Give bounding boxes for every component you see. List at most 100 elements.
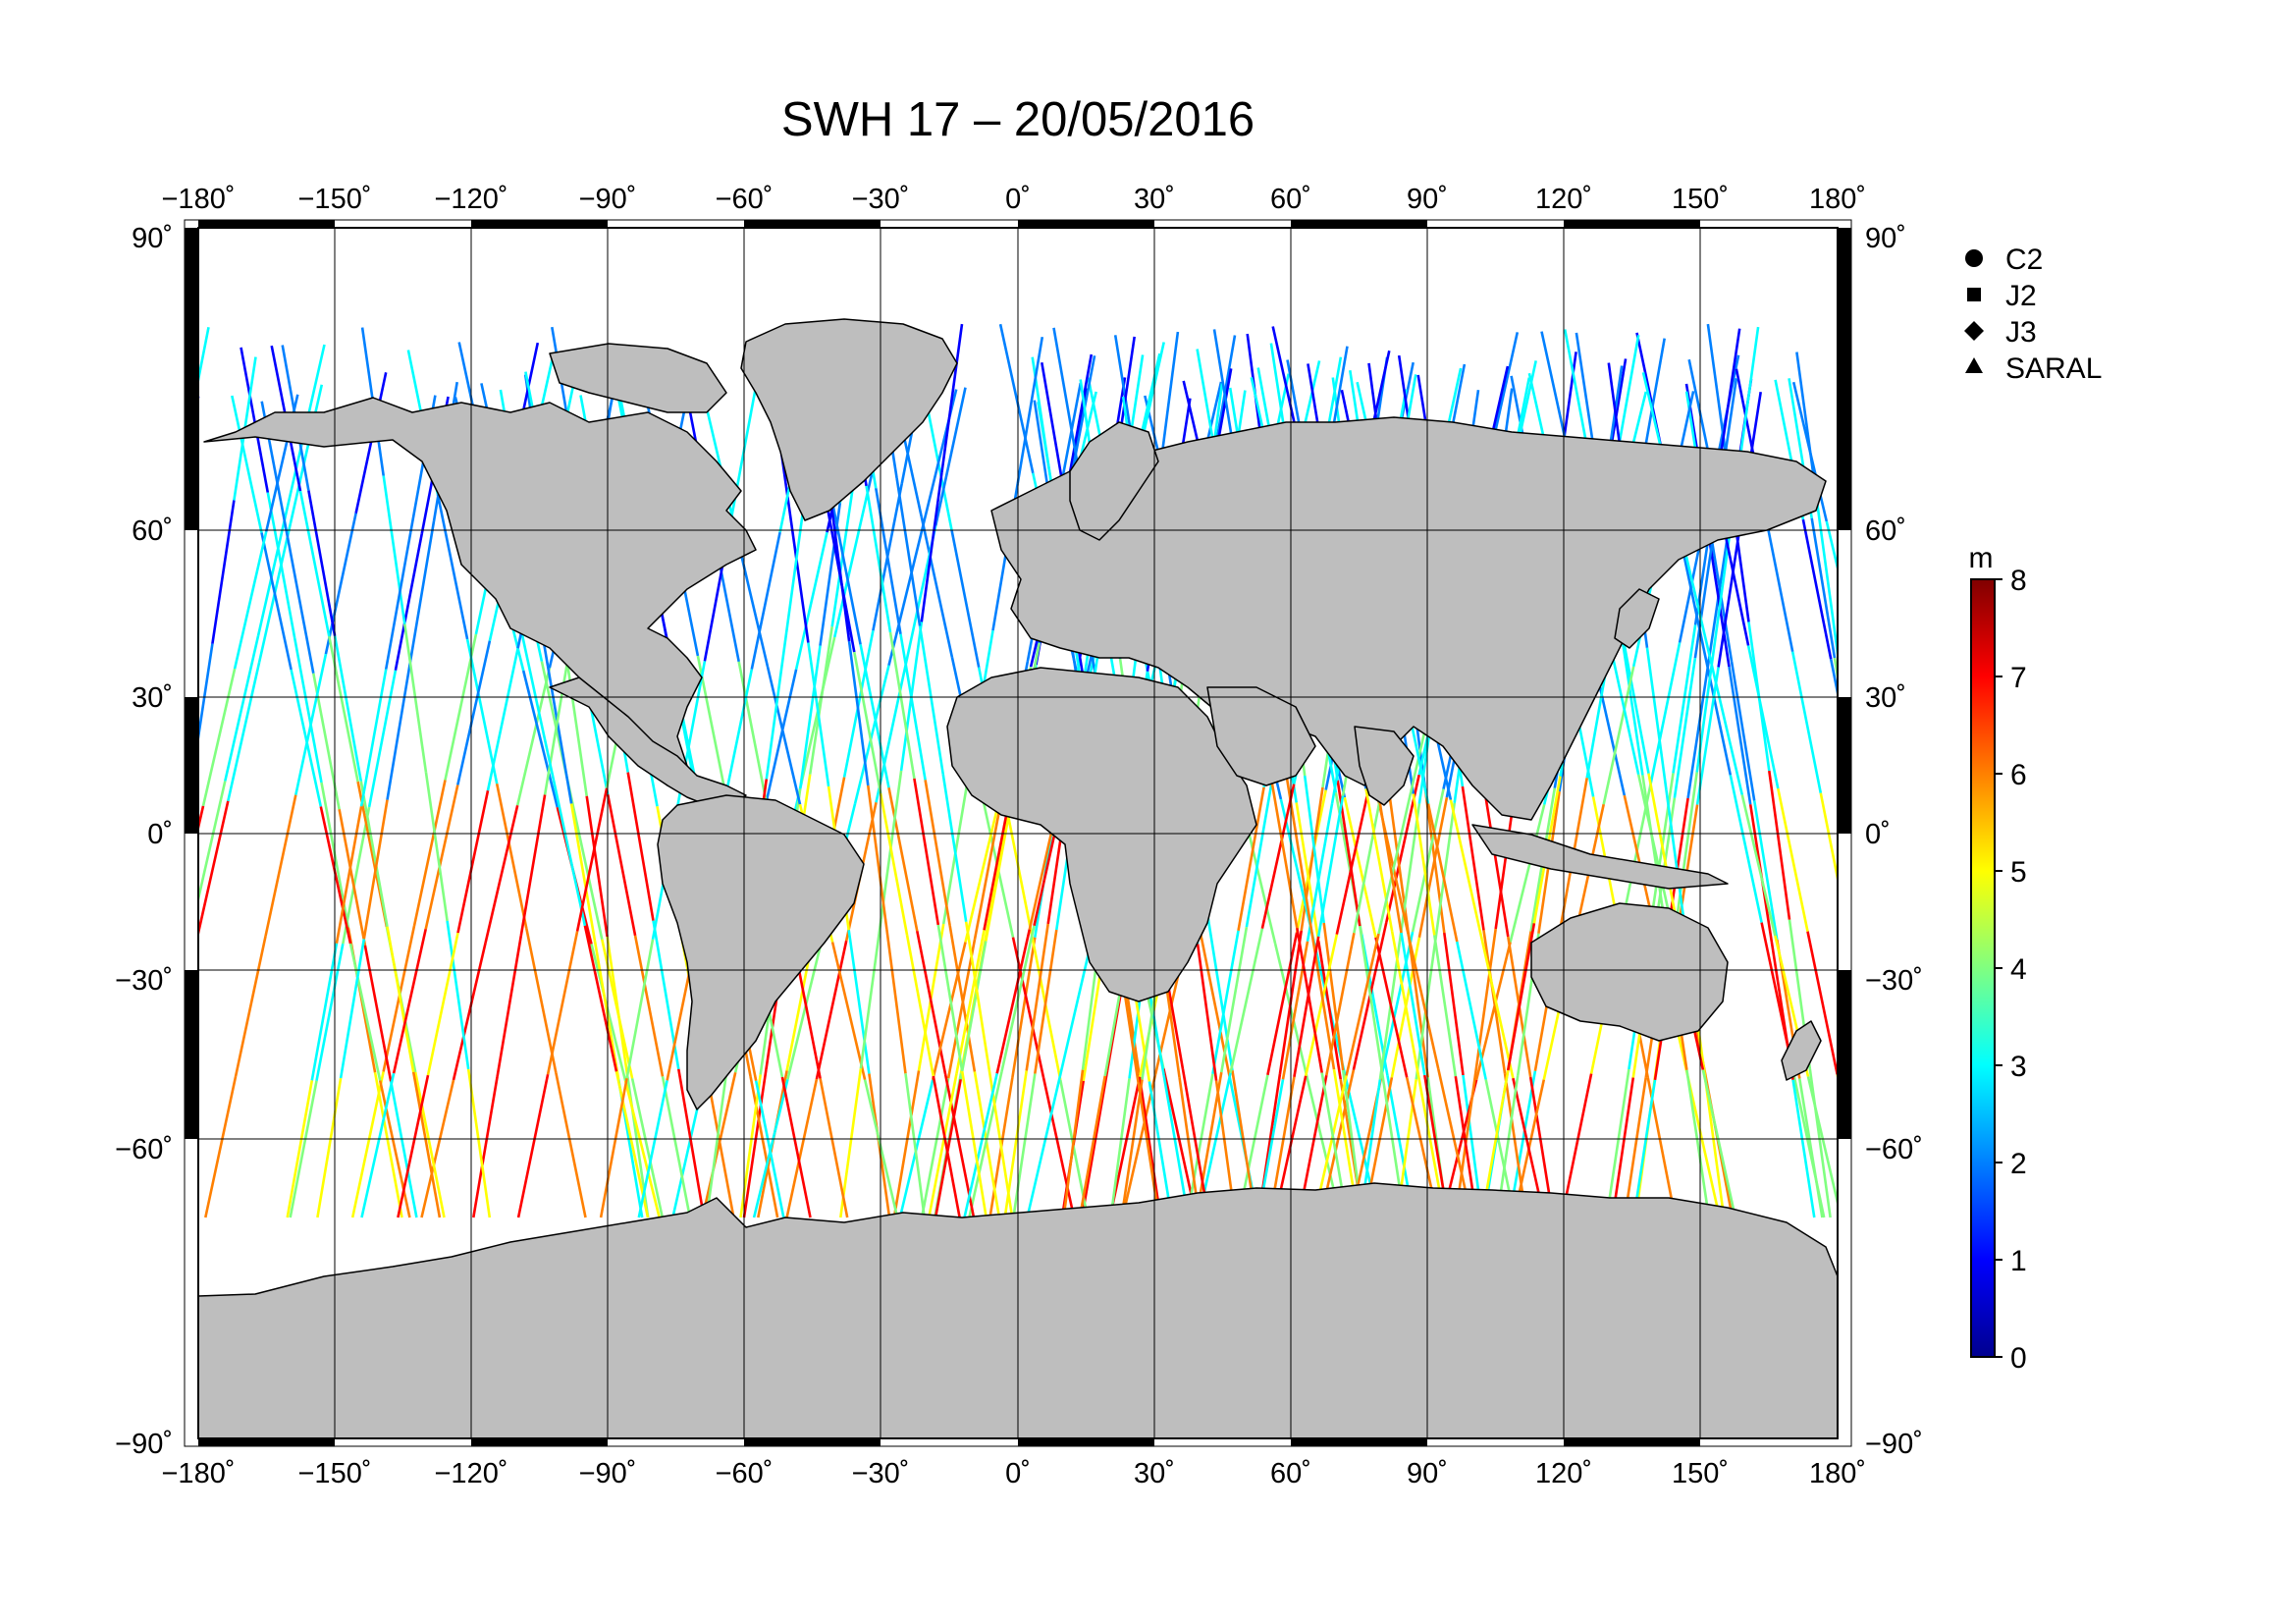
track-segment — [780, 1076, 812, 1218]
track-segment — [543, 653, 570, 795]
track-segment — [1295, 802, 1320, 942]
track-segment — [786, 499, 810, 643]
track-segment — [289, 1080, 318, 1218]
track-segment — [1893, 800, 1926, 940]
lon-tick: −120˚ — [435, 1458, 508, 1489]
track-segment — [815, 940, 848, 1080]
land-new-zealand — [1781, 1020, 1822, 1081]
track-segment — [1480, 939, 1515, 1079]
track-segment — [1798, 1078, 1824, 1218]
track-segment — [1335, 792, 1369, 935]
track-segment — [1377, 791, 1413, 935]
track-segment — [931, 942, 967, 1081]
track-segment — [853, 651, 882, 794]
lat-tick: −30˚ — [1865, 965, 1923, 997]
track-segment — [623, 1080, 661, 1218]
track-segment — [290, 669, 323, 807]
track-segment — [859, 644, 890, 788]
track-segment — [1461, 785, 1485, 931]
track-segment — [924, 780, 951, 927]
track-segment — [964, 804, 1000, 943]
track-segment — [1686, 1076, 1722, 1218]
land-arabia — [1206, 686, 1316, 786]
track-segment — [521, 670, 560, 808]
track-segment — [394, 533, 424, 671]
lon-tick: 180˚ — [1809, 1458, 1866, 1489]
track-segment — [211, 500, 236, 644]
track-segment — [392, 929, 427, 1074]
track-segment — [1509, 804, 1546, 943]
track-segment — [1855, 784, 1875, 929]
track-segment — [342, 806, 371, 945]
track-segment — [1306, 802, 1334, 943]
track-segment — [386, 660, 412, 800]
track-segment — [973, 1071, 1001, 1218]
lon-tick: −90˚ — [579, 1458, 637, 1489]
track-segment — [1730, 661, 1756, 801]
track-segment — [946, 939, 977, 1079]
track-segment — [1266, 932, 1299, 1076]
track-segment — [348, 943, 382, 1081]
track-segment — [1507, 923, 1536, 1071]
track-segment — [338, 809, 367, 947]
track-segment — [1819, 792, 1838, 886]
track-segment — [198, 781, 227, 905]
lon-tick: −90˚ — [579, 184, 637, 215]
track-segment — [1345, 933, 1380, 1076]
track-segment — [389, 1081, 418, 1218]
track-segment — [941, 773, 968, 923]
track-segment — [1763, 510, 1794, 653]
track-segment — [1398, 803, 1421, 943]
lon-tick: 60˚ — [1270, 1458, 1311, 1489]
legend-label-c2: C2 — [2005, 243, 2043, 276]
track-segment — [546, 931, 579, 1075]
track-segment — [1619, 627, 1644, 776]
lat-tick: 30˚ — [132, 682, 173, 714]
track-segment — [382, 475, 406, 624]
track-segment — [1237, 786, 1265, 932]
lon-tick: 90˚ — [1407, 1458, 1448, 1489]
track-segment — [1343, 796, 1377, 939]
track-segment — [147, 931, 169, 1074]
track-segment — [362, 799, 389, 940]
track-segment — [1273, 943, 1309, 1081]
track-segment — [1443, 932, 1465, 1076]
track-segment — [895, 477, 922, 626]
track-segment — [359, 781, 389, 928]
track-segment — [1887, 939, 1914, 1078]
track-segment — [424, 784, 459, 930]
track-segment — [1016, 336, 1044, 484]
track-segment — [827, 510, 856, 653]
track-segment — [1880, 938, 1902, 1078]
track-segment — [1011, 937, 1037, 1078]
track-segment — [140, 944, 172, 1081]
track-segment — [985, 802, 1013, 942]
track-segment — [198, 800, 230, 940]
track-segment — [436, 494, 469, 640]
track-segment — [1052, 327, 1082, 477]
legend-label-j2: J2 — [2005, 280, 2037, 312]
lon-tick: −120˚ — [435, 184, 508, 215]
track-segment — [872, 483, 903, 631]
lon-tick: −30˚ — [852, 1458, 910, 1489]
track-segment — [630, 1078, 665, 1218]
lon-tick: −150˚ — [298, 1458, 372, 1489]
track-segment — [1316, 941, 1342, 1080]
land-scandinavia — [1069, 421, 1159, 541]
lon-labels-bottom: −180˚ −150˚ −120˚ −90˚ −60˚ −30˚ 0˚ 30˚ … — [162, 1458, 1867, 1489]
track-segment — [456, 789, 490, 934]
track-segment — [1752, 800, 1779, 941]
map-title: SWH 17 – 20/05/2016 — [781, 93, 1255, 146]
colorbar-scale — [1970, 578, 1996, 1358]
track-segment — [484, 805, 519, 944]
track-segment — [1245, 782, 1273, 928]
track-segment — [411, 1071, 442, 1218]
land-africa — [946, 667, 1257, 1002]
track-segment — [367, 670, 398, 808]
lat-tick: 60˚ — [1865, 515, 1906, 547]
track-segment — [1673, 658, 1697, 798]
track-segment — [198, 643, 214, 746]
lon-tick: 0˚ — [1005, 1458, 1031, 1489]
lon-tick: 120˚ — [1535, 1458, 1592, 1489]
colorbar-tick: 0 — [2010, 1342, 2027, 1375]
